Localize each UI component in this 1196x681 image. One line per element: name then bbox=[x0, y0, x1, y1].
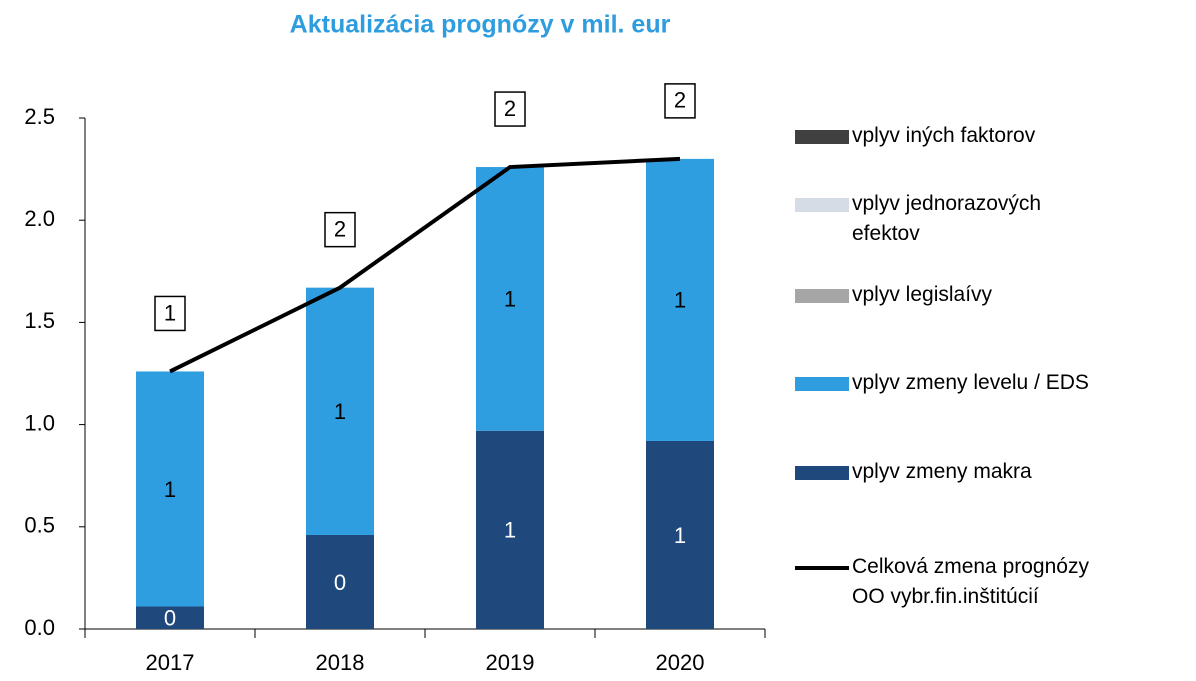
legend-swatch bbox=[795, 466, 849, 480]
legend-label: vplyv zmeny makra bbox=[852, 460, 1032, 483]
bar-segment bbox=[646, 440, 714, 629]
y-tick-label: 1.0 bbox=[24, 410, 55, 435]
data-label: 1 bbox=[504, 518, 516, 543]
legend-label: vplyv iných faktorov bbox=[852, 124, 1036, 147]
line bbox=[169, 156, 681, 374]
y-tick-label: 0.5 bbox=[24, 513, 55, 538]
bar-segment bbox=[476, 167, 544, 431]
data-label: 1 bbox=[674, 523, 686, 548]
bar-segment bbox=[136, 371, 204, 607]
legend-label: vplyv legislaívy bbox=[852, 283, 993, 306]
x-tick-label: 2019 bbox=[486, 650, 535, 675]
label-box bbox=[494, 91, 526, 127]
legend-swatch bbox=[795, 130, 849, 144]
label-box bbox=[664, 83, 696, 119]
data-label: 1 bbox=[164, 300, 176, 325]
data-label: 1 bbox=[504, 287, 516, 312]
y-tick-label: 2.5 bbox=[24, 104, 55, 129]
label-box bbox=[324, 211, 356, 248]
data-label: 0 bbox=[164, 606, 176, 631]
legend-swatch bbox=[795, 289, 849, 303]
data-label: 1 bbox=[334, 399, 346, 424]
bar-segment bbox=[136, 606, 204, 629]
bar-segment bbox=[476, 430, 544, 629]
data-label: 1 bbox=[164, 477, 176, 502]
bar-segment bbox=[306, 534, 374, 629]
x-tick-label: 2020 bbox=[656, 650, 705, 675]
data-label: 2 bbox=[674, 88, 686, 113]
y-tick-label: 1.5 bbox=[24, 308, 55, 333]
legend-swatch bbox=[795, 566, 849, 570]
data-label: 0 bbox=[334, 570, 346, 595]
legend-label: vplyv jednorazových efektov bbox=[852, 192, 1042, 245]
bar-segment bbox=[646, 158, 714, 441]
legend-label: Celková zmena prognózy OO vybr.fin.inšti… bbox=[852, 555, 1089, 608]
x-separators bbox=[84, 629, 766, 638]
data-label: 1 bbox=[674, 288, 686, 313]
bar-segment bbox=[306, 287, 374, 535]
y-tick-label: 2.0 bbox=[24, 206, 55, 231]
data-label: 2 bbox=[334, 216, 346, 241]
x-tick-label: 2017 bbox=[146, 650, 195, 675]
legend-swatch bbox=[795, 198, 849, 212]
label-box bbox=[154, 295, 186, 332]
legend-swatch bbox=[795, 377, 849, 391]
legend-label: vplyv zmeny levelu / EDS bbox=[852, 371, 1089, 394]
y-tick-label: 0.0 bbox=[24, 615, 55, 640]
x-tick-label: 2018 bbox=[316, 650, 365, 675]
chart-title: Aktualizácia prognózy v mil. eur bbox=[290, 11, 671, 39]
data-label: 2 bbox=[504, 96, 516, 121]
